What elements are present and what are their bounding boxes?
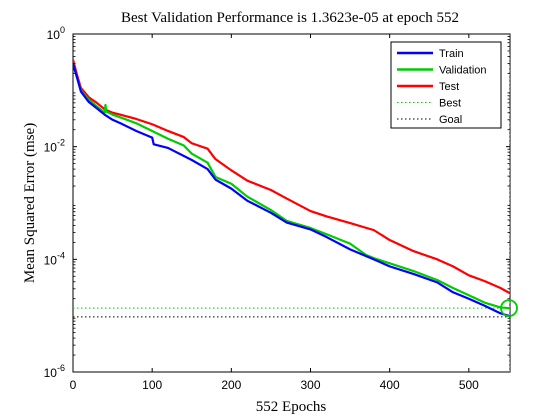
x-axis-ticks: 0 100 200 300 400 500: [70, 34, 479, 392]
x-tick-label: 0: [70, 378, 77, 392]
legend-label-best: Best: [439, 98, 461, 110]
x-tick-label: 400: [380, 378, 400, 392]
y-tick-label: 10-6: [44, 363, 65, 380]
x-axis-label: 552 Epochs: [256, 399, 327, 415]
series-validation-line: [73, 63, 510, 310]
best-point-marker: [500, 299, 518, 318]
y-axis-label: Mean Squared Error (mse): [22, 123, 38, 283]
series-lines: [73, 59, 510, 318]
y-tick-label: 100: [47, 25, 65, 42]
best-marker: [500, 299, 518, 318]
y-axis-ticks: 100 10-2 10-4 10-6: [44, 25, 510, 380]
chart-title: Best Validation Performance is 1.3623e-0…: [121, 10, 459, 26]
x-tick-label: 500: [459, 378, 479, 392]
legend-label-validation: Validation: [439, 65, 487, 77]
legend-label-test: Test: [439, 81, 459, 93]
legend-label-goal: Goal: [439, 114, 462, 126]
x-tick-label: 300: [300, 378, 320, 392]
series-train-line: [73, 63, 510, 318]
y-tick-label: 10-4: [44, 250, 65, 267]
reference-lines: [73, 34, 510, 372]
x-tick-label: 100: [142, 378, 162, 392]
legend-label-train: Train: [439, 48, 464, 60]
y-tick-label: 10-2: [44, 138, 65, 155]
x-tick-label: 200: [221, 378, 241, 392]
legend: Train Validation Test Best Goal: [390, 41, 502, 129]
